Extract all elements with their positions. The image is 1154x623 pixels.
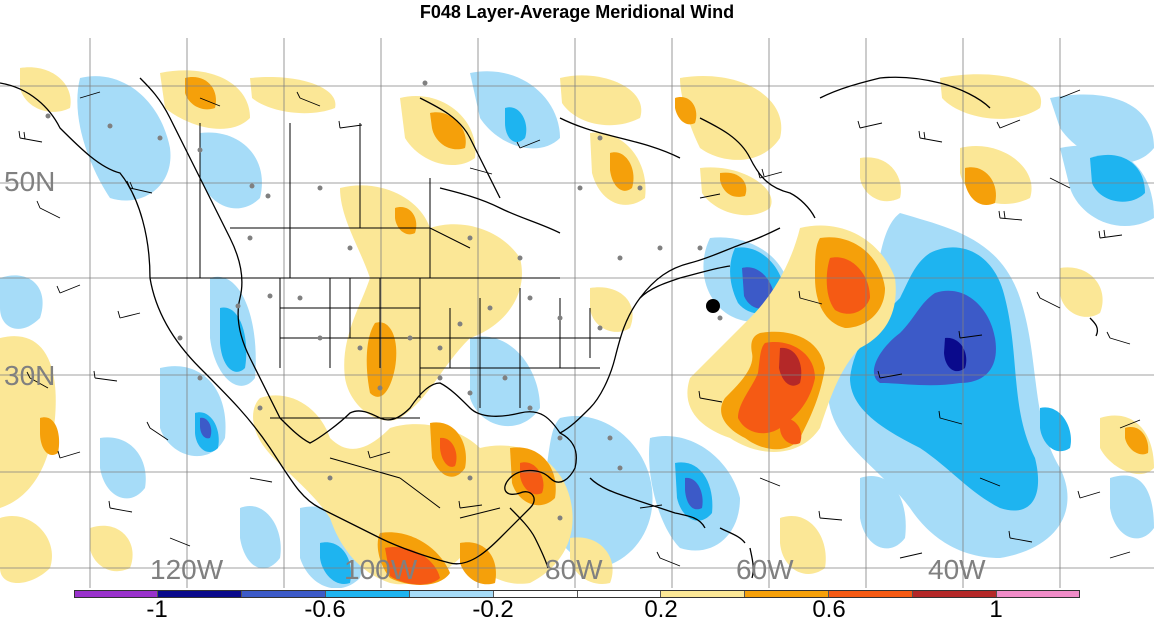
chart-title: F048 Layer-Average Meridional Wind <box>419 2 735 22</box>
colorbar-swatch <box>997 590 1081 598</box>
lon-label-40w: 40W <box>928 554 986 585</box>
lat-label-50n: 50N <box>4 166 56 197</box>
colorbar-swatches <box>74 590 1081 598</box>
colorbar-swatch <box>241 590 326 598</box>
lon-label-120w: 120W <box>150 554 224 585</box>
colorbar-swatch <box>913 590 998 598</box>
colorbar-swatch <box>409 590 494 598</box>
lon-label-60w: 60W <box>736 554 794 585</box>
lon-label-100w: 100W <box>344 554 418 585</box>
lon-label-80w: 80W <box>545 554 603 585</box>
colorbar-label: 0.2 <box>644 596 678 623</box>
colorbar-swatch <box>493 590 578 598</box>
colorbar-swatch <box>325 590 410 598</box>
colorbar-label: 0.6 <box>812 596 846 623</box>
colorbar-swatch <box>745 590 830 598</box>
colorbar-swatch <box>661 590 746 598</box>
coastlines <box>0 76 1099 579</box>
positive-peak-region <box>779 347 802 386</box>
colorbar-label: -0.2 <box>472 596 514 623</box>
colorbar-label: 1 <box>989 596 1003 623</box>
negative-peak-region <box>944 337 967 372</box>
colorbar-swatch <box>74 590 158 598</box>
colorbar-swatch <box>829 590 914 598</box>
map-panel: 50N 30N 120W 100W 80W 60W 40W <box>0 38 1154 588</box>
colorbar-frame <box>74 590 1080 598</box>
wind-map <box>0 38 1154 588</box>
wind-barbs <box>18 89 1141 567</box>
political-borders <box>150 123 620 519</box>
colorbar: -1 -0.6 -0.2 0.2 0.6 1 <box>74 590 1081 623</box>
station-dots <box>45 80 723 521</box>
storm-position-marker <box>706 299 720 313</box>
colorbar-swatch <box>157 590 242 598</box>
lat-label-30n: 30N <box>4 360 56 391</box>
colorbar-label: -0.6 <box>304 596 346 623</box>
colorbar-label: -1 <box>146 596 168 623</box>
colorbar-swatch <box>577 590 662 598</box>
